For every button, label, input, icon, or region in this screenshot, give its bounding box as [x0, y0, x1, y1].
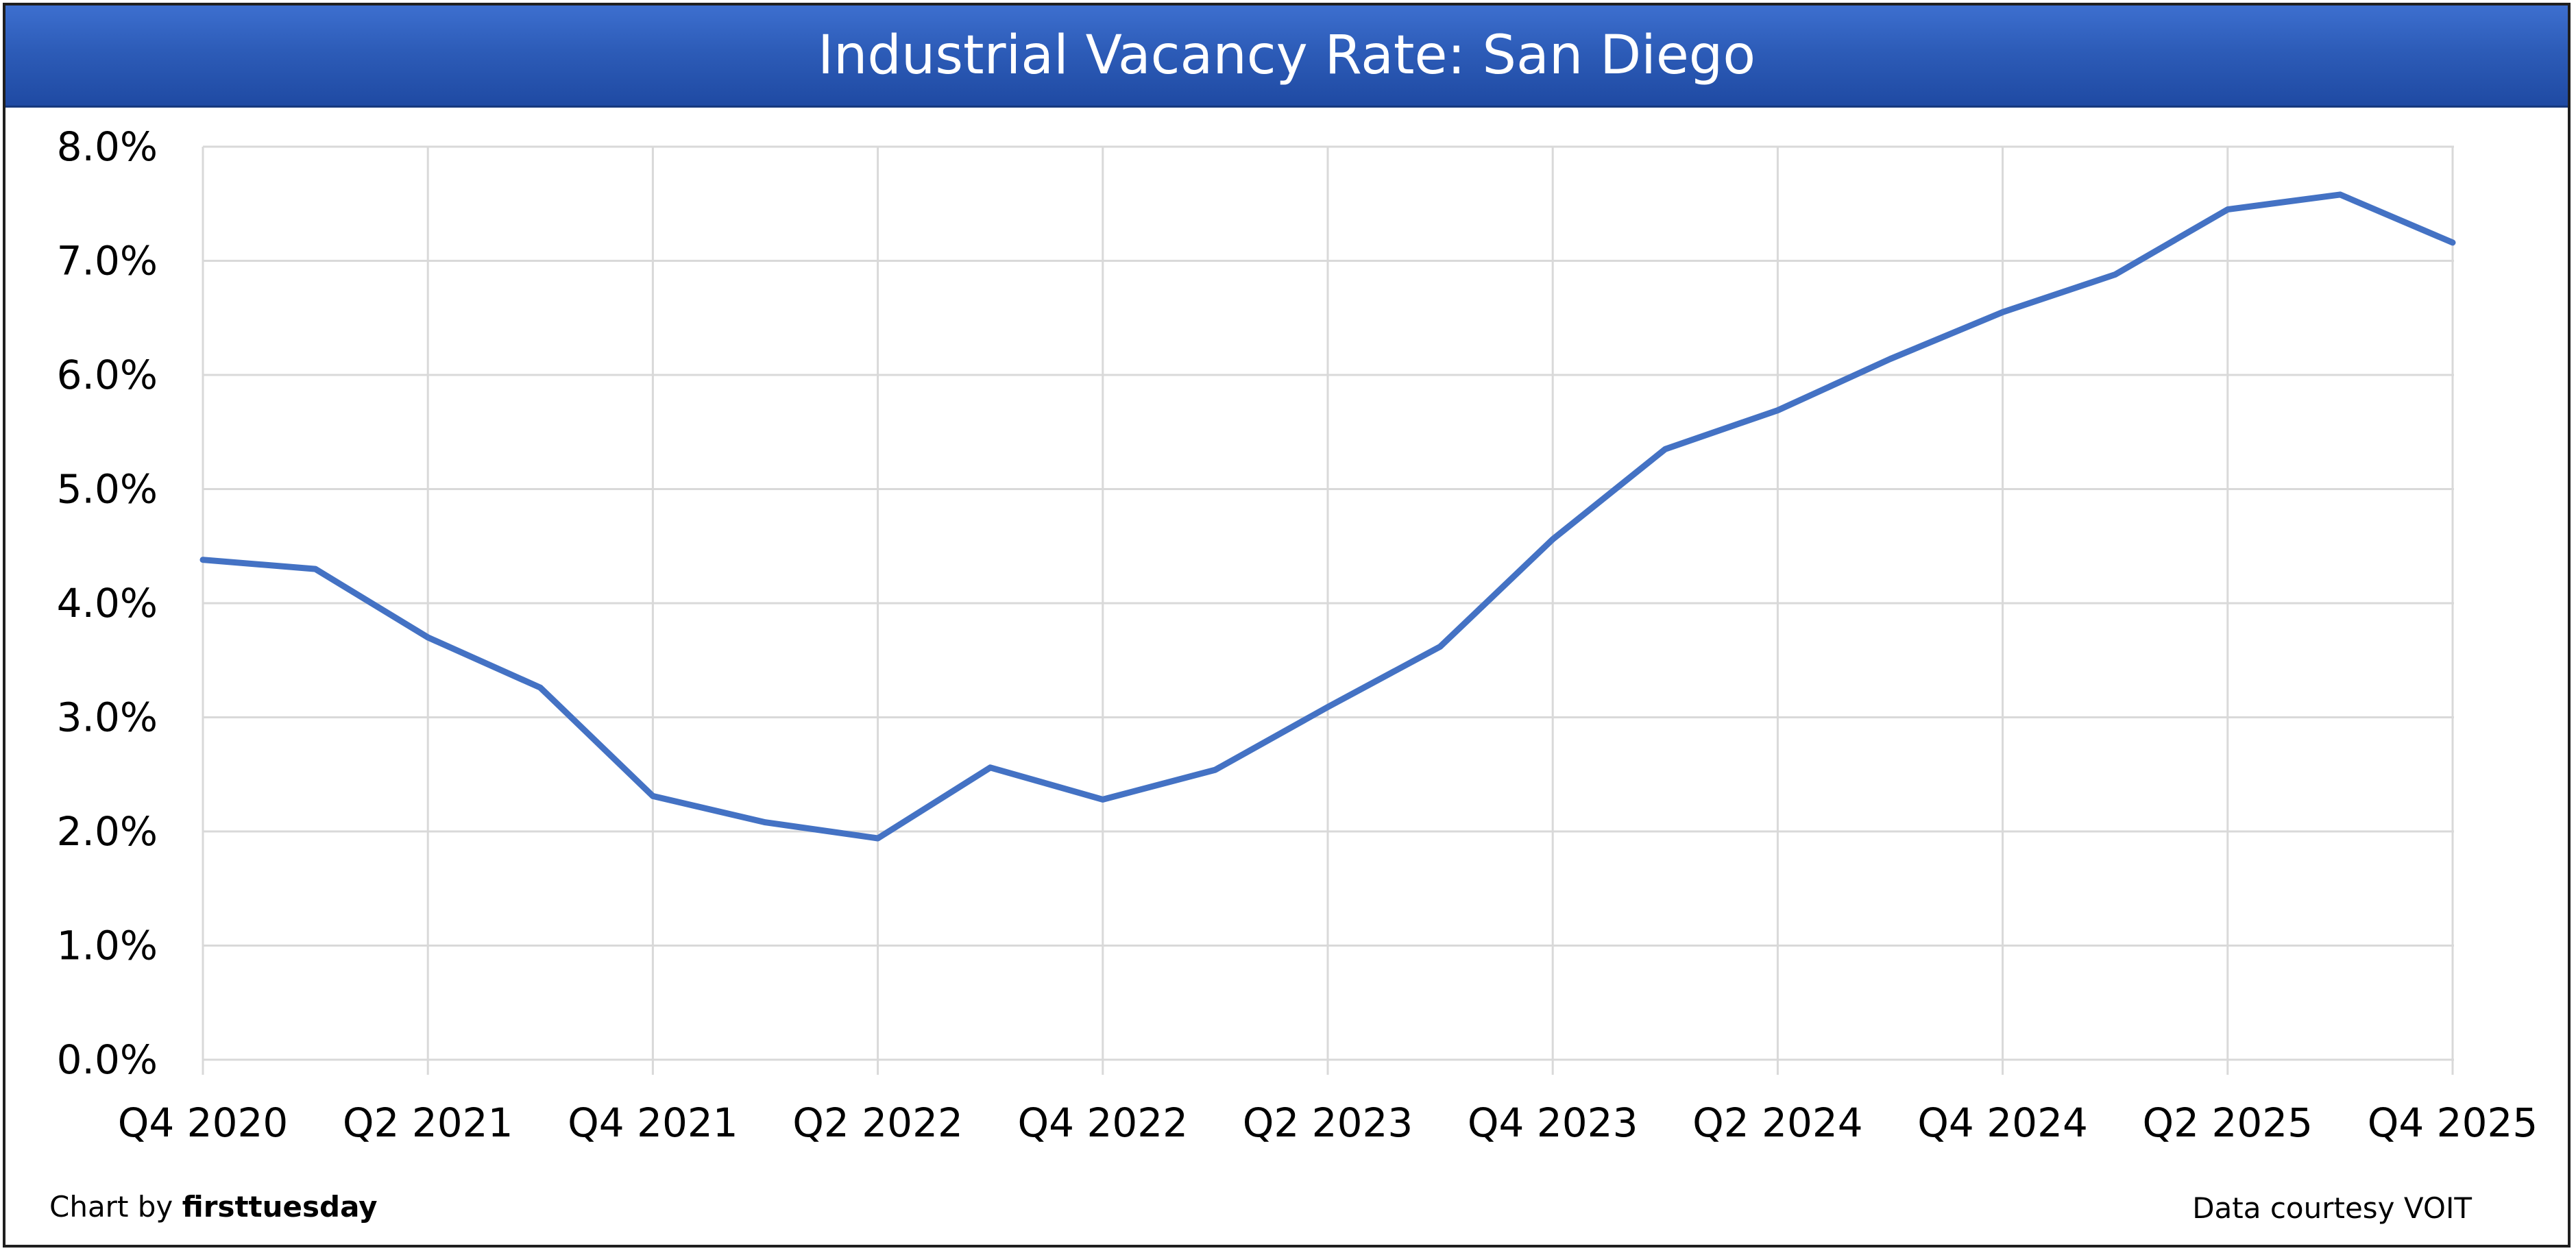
- y-tick-label: 5.0%: [57, 466, 158, 513]
- x-tick-label: Q4 2025: [2368, 1099, 2538, 1146]
- y-axis-ticks: 0.0% 1.0% 2.0% 3.0% 4.0% 5.0% 6.0% 7.0% 8.0%: [57, 123, 158, 1083]
- y-tick-label: 6.0%: [57, 352, 158, 398]
- x-tick-label: Q4 2022: [1017, 1099, 1188, 1146]
- y-tick-label: 7.0%: [57, 238, 158, 284]
- x-tick-label: Q4 2023: [1468, 1099, 1638, 1146]
- y-tick-label: 0.0%: [57, 1036, 158, 1083]
- x-tick-label: Q2 2024: [1692, 1099, 1863, 1146]
- chart-frame: Industrial Vacancy Rate: San Diego: [3, 3, 2571, 1248]
- chart-credit-prefix: Chart by: [49, 1190, 182, 1224]
- chart-title: Industrial Vacancy Rate: San Diego: [817, 25, 1756, 86]
- chart-credit: Chart by firsttuesday: [49, 1190, 378, 1224]
- x-tick-label: Q2 2021: [343, 1099, 513, 1146]
- series-group: [199, 191, 2456, 842]
- title-bar: Industrial Vacancy Rate: San Diego: [5, 5, 2568, 108]
- y-tick-label: 4.0%: [57, 580, 158, 626]
- data-source: Data courtesy VOIT: [2192, 1191, 2472, 1225]
- x-tick-label: Q4 2024: [1917, 1099, 2088, 1146]
- y-tick-label: 2.0%: [57, 808, 158, 855]
- x-tick-label: Q2 2025: [2142, 1099, 2313, 1146]
- y-tick-label: 3.0%: [57, 694, 158, 741]
- x-tick-label: Q4 2021: [568, 1099, 738, 1146]
- y-tick-label: 8.0%: [57, 123, 158, 170]
- x-tick-label: Q2 2022: [792, 1099, 963, 1146]
- gridlines: [202, 145, 2454, 1075]
- x-axis-ticks: Q4 2020 Q2 2021 Q4 2021 Q2 2022 Q4 2022 Q2 20…: [118, 1099, 2538, 1146]
- y-tick-label: 1.0%: [57, 923, 158, 969]
- chart-credit-brand: firsttuesday: [182, 1190, 378, 1224]
- x-tick-label: Q2 2023: [1243, 1099, 1413, 1146]
- x-tick-label: Q4 2020: [118, 1099, 289, 1146]
